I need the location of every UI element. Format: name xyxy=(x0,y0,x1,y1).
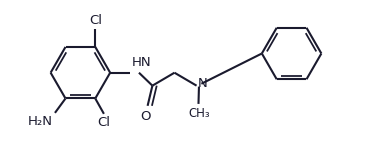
Text: CH₃: CH₃ xyxy=(189,107,210,120)
Text: O: O xyxy=(140,110,150,123)
Text: N: N xyxy=(198,77,207,90)
Text: HN: HN xyxy=(131,56,151,69)
Text: Cl: Cl xyxy=(97,116,110,129)
Text: H₂N: H₂N xyxy=(28,115,53,128)
Text: Cl: Cl xyxy=(89,14,102,27)
